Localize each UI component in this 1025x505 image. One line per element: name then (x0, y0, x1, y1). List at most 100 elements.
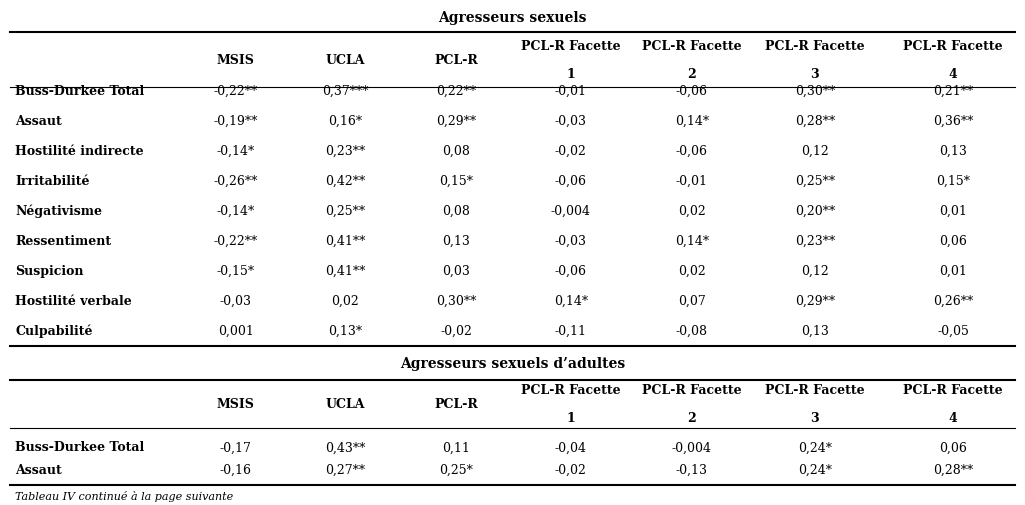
Text: 0,36**: 0,36** (933, 115, 974, 127)
Text: -0,16: -0,16 (219, 463, 252, 476)
Text: 4: 4 (949, 412, 957, 425)
Text: 0,27**: 0,27** (325, 463, 366, 476)
Text: 4: 4 (949, 68, 957, 81)
Text: PCL-R Facette: PCL-R Facette (765, 40, 865, 53)
Text: 0,26**: 0,26** (933, 294, 974, 307)
Text: 0,37***: 0,37*** (322, 84, 369, 97)
Text: UCLA: UCLA (326, 54, 365, 67)
Text: 0,08: 0,08 (442, 205, 470, 217)
Text: 3: 3 (811, 412, 819, 425)
Text: PCL-R Facette: PCL-R Facette (903, 40, 1003, 53)
Text: 0,42**: 0,42** (325, 174, 366, 187)
Text: -0,004: -0,004 (550, 205, 591, 217)
Text: Tableau IV continué à la page suivante: Tableau IV continué à la page suivante (15, 490, 234, 501)
Text: 0,12: 0,12 (801, 264, 829, 277)
Text: 0,001: 0,001 (217, 324, 254, 337)
Text: Agresseurs sexuels d’adultes: Agresseurs sexuels d’adultes (400, 357, 625, 371)
Text: -0,13: -0,13 (675, 463, 708, 476)
Text: PCL-R Facette: PCL-R Facette (642, 383, 742, 396)
Text: 0,25**: 0,25** (794, 174, 835, 187)
Text: PCL-R Facette: PCL-R Facette (521, 383, 621, 396)
Text: PCL-R: PCL-R (435, 397, 478, 411)
Text: -0,06: -0,06 (555, 174, 587, 187)
Text: 0,15*: 0,15* (936, 174, 971, 187)
Text: Hostilité verbale: Hostilité verbale (15, 294, 132, 307)
Text: PCL-R Facette: PCL-R Facette (765, 383, 865, 396)
Text: -0,06: -0,06 (675, 144, 708, 158)
Text: 0,28**: 0,28** (933, 463, 974, 476)
Text: UCLA: UCLA (326, 397, 365, 411)
Text: 0,03: 0,03 (442, 264, 470, 277)
Text: -0,05: -0,05 (937, 324, 970, 337)
Text: Hostilité indirecte: Hostilité indirecte (15, 144, 144, 158)
Text: -0,17: -0,17 (219, 440, 252, 453)
Text: 0,12: 0,12 (801, 144, 829, 158)
Text: 0,08: 0,08 (442, 144, 470, 158)
Text: 0,13*: 0,13* (328, 324, 363, 337)
Text: 0,13: 0,13 (801, 324, 829, 337)
Text: 0,14*: 0,14* (674, 234, 709, 247)
Text: 0,13: 0,13 (939, 144, 968, 158)
Text: Culpabilité: Culpabilité (15, 324, 93, 337)
Text: 0,29**: 0,29** (794, 294, 835, 307)
Text: -0,15*: -0,15* (216, 264, 255, 277)
Text: Ressentiment: Ressentiment (15, 234, 112, 247)
Text: -0,06: -0,06 (555, 264, 587, 277)
Text: -0,03: -0,03 (555, 234, 587, 247)
Text: 0,28**: 0,28** (794, 115, 835, 127)
Text: -0,11: -0,11 (555, 324, 587, 337)
Text: 0,14*: 0,14* (554, 294, 588, 307)
Text: MSIS: MSIS (217, 397, 254, 411)
Text: 0,24*: 0,24* (797, 440, 832, 453)
Text: -0,02: -0,02 (555, 463, 587, 476)
Text: 0,21**: 0,21** (933, 84, 974, 97)
Text: 0,29**: 0,29** (436, 115, 477, 127)
Text: -0,26**: -0,26** (213, 174, 258, 187)
Text: 0,30**: 0,30** (794, 84, 835, 97)
Text: 0,01: 0,01 (939, 205, 968, 217)
Text: -0,03: -0,03 (219, 294, 252, 307)
Text: Agresseurs sexuels: Agresseurs sexuels (439, 11, 586, 25)
Text: -0,22**: -0,22** (213, 234, 258, 247)
Text: Assaut: Assaut (15, 463, 63, 476)
Text: -0,06: -0,06 (675, 84, 708, 97)
Text: 0,23**: 0,23** (794, 234, 835, 247)
Text: 0,02: 0,02 (678, 264, 706, 277)
Text: Assaut: Assaut (15, 115, 63, 127)
Text: 0,13: 0,13 (442, 234, 470, 247)
Text: 0,06: 0,06 (939, 440, 968, 453)
Text: -0,02: -0,02 (440, 324, 473, 337)
Text: 0,06: 0,06 (939, 234, 968, 247)
Text: 0,07: 0,07 (678, 294, 706, 307)
Text: 0,24*: 0,24* (797, 463, 832, 476)
Text: 0,25*: 0,25* (439, 463, 474, 476)
Text: Suspicion: Suspicion (15, 264, 84, 277)
Text: 0,01: 0,01 (939, 264, 968, 277)
Text: 0,41**: 0,41** (325, 234, 366, 247)
Text: 0,02: 0,02 (678, 205, 706, 217)
Text: -0,01: -0,01 (555, 84, 587, 97)
Text: -0,14*: -0,14* (216, 144, 255, 158)
Text: 1: 1 (567, 412, 575, 425)
Text: PCL-R: PCL-R (435, 54, 478, 67)
Text: 0,41**: 0,41** (325, 264, 366, 277)
Text: 0,43**: 0,43** (325, 440, 366, 453)
Text: 2: 2 (688, 68, 696, 81)
Text: PCL-R Facette: PCL-R Facette (642, 40, 742, 53)
Text: 0,15*: 0,15* (439, 174, 474, 187)
Text: -0,04: -0,04 (555, 440, 587, 453)
Text: MSIS: MSIS (217, 54, 254, 67)
Text: PCL-R Facette: PCL-R Facette (903, 383, 1003, 396)
Text: Buss-Durkee Total: Buss-Durkee Total (15, 84, 145, 97)
Text: 0,22**: 0,22** (436, 84, 477, 97)
Text: 0,16*: 0,16* (328, 115, 363, 127)
Text: -0,19**: -0,19** (213, 115, 258, 127)
Text: 0,25**: 0,25** (325, 205, 366, 217)
Text: Buss-Durkee Total: Buss-Durkee Total (15, 440, 145, 453)
Text: 0,30**: 0,30** (436, 294, 477, 307)
Text: -0,14*: -0,14* (216, 205, 255, 217)
Text: 0,02: 0,02 (331, 294, 360, 307)
Text: -0,03: -0,03 (555, 115, 587, 127)
Text: 0,20**: 0,20** (794, 205, 835, 217)
Text: 1: 1 (567, 68, 575, 81)
